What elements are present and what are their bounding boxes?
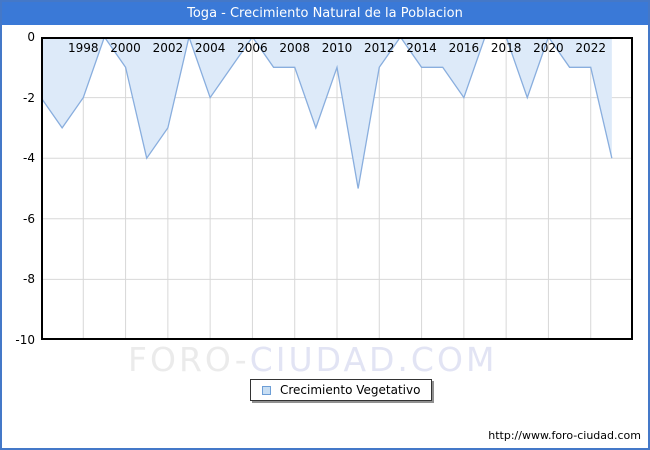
x-tick-label: 2016	[448, 41, 480, 55]
x-tick-label: 2012	[364, 41, 395, 55]
x-tick-label: 2020	[533, 41, 564, 55]
x-tick-label: 2006	[237, 41, 268, 55]
chart-title: Toga - Crecimiento Natural de la Poblaci…	[187, 6, 463, 21]
x-tick-label: 2014	[406, 41, 437, 55]
y-tick-label: 0	[27, 30, 35, 44]
y-tick-label: -8	[23, 272, 35, 287]
footer-url: http://www.foro-ciudad.com	[488, 429, 641, 442]
x-tick-label: 2002	[152, 41, 184, 55]
watermark-part2: CIUDAD.COM	[249, 340, 498, 379]
plot-area	[41, 37, 633, 340]
legend-swatch-icon	[262, 385, 271, 395]
title-bar: Toga - Crecimiento Natural de la Poblaci…	[2, 2, 648, 25]
x-tick-label: 2004	[194, 41, 226, 55]
legend-label: Crecimiento Vegetativo	[280, 383, 421, 397]
x-tick-label: 2022	[575, 41, 606, 55]
x-tick-label: 2018	[490, 41, 522, 55]
watermark-part1: FORO-	[128, 340, 250, 379]
area-chart	[41, 37, 633, 340]
y-tick-label: -4	[23, 151, 35, 166]
x-tick-label: 2008	[279, 41, 310, 55]
x-tick-label: 2000	[110, 41, 141, 55]
x-tick-label: 1998	[68, 41, 99, 55]
watermark: FORO-CIUDAD.COM	[128, 343, 497, 376]
y-tick-label: -10	[15, 333, 35, 347]
x-tick-label: 2010	[321, 41, 353, 55]
legend-item[interactable]: Crecimiento Vegetativo	[250, 379, 433, 401]
y-tick-label: -2	[23, 90, 35, 105]
y-tick-label: -6	[23, 211, 35, 226]
